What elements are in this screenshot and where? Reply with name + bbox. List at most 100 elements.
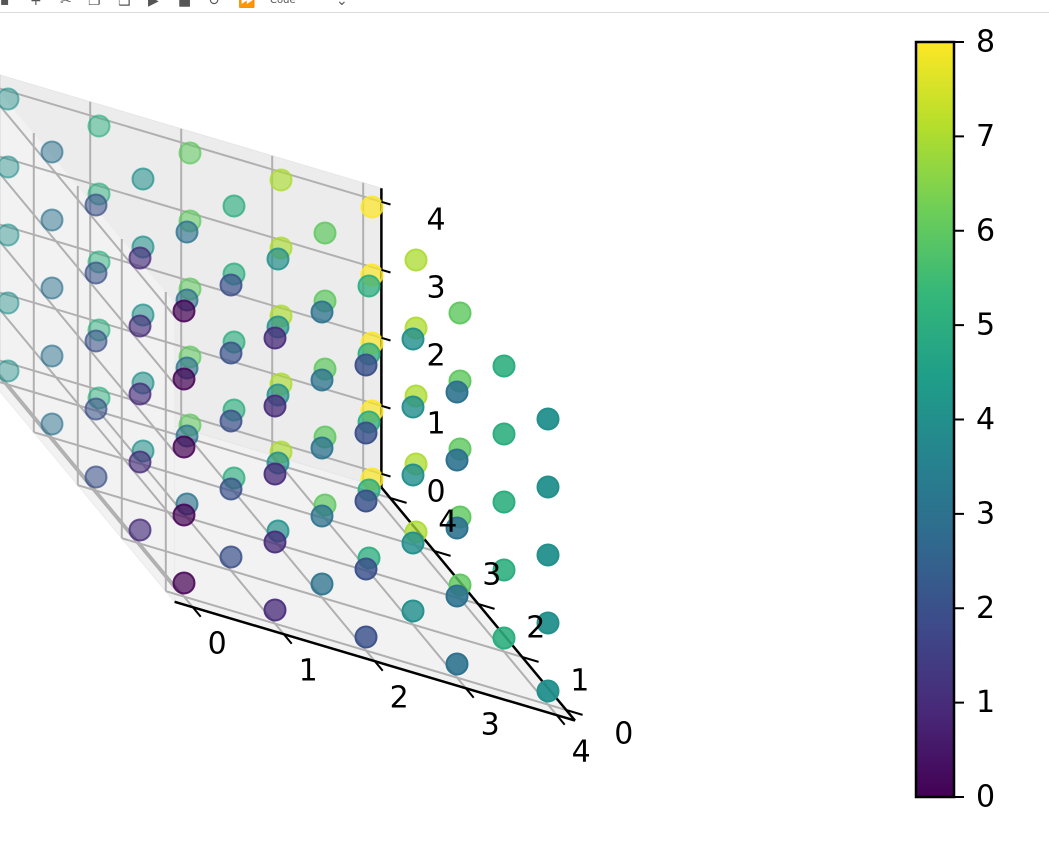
data-point (354, 557, 378, 581)
data-point (84, 329, 108, 353)
colorbar-tick-label: 0 (976, 780, 995, 815)
data-point (219, 477, 243, 501)
data-point (445, 652, 469, 676)
data-point (445, 584, 469, 608)
data-point (354, 489, 378, 513)
fast-forward-icon[interactable]: ⏩ (238, 0, 256, 9)
data-point (219, 273, 243, 297)
colorbar-tick-label: 4 (976, 402, 995, 437)
save-icon[interactable]: ▪ (0, 0, 10, 9)
z-tick-label: 3 (426, 271, 445, 306)
back-grid-z (0, 155, 382, 271)
data-point (401, 531, 425, 555)
data-point (172, 503, 196, 527)
data-point (222, 194, 246, 218)
y-tick-label: 3 (482, 558, 501, 593)
x-tick (283, 633, 293, 645)
run-icon[interactable]: ▶ (148, 0, 159, 9)
x-axis-line (174, 600, 576, 722)
data-point (128, 450, 152, 474)
notebook-toolbar: ▪ + ✂ ❐ ❑ ▶ ■ ↻ ⏩ Code ⌄ (0, 0, 1049, 13)
copy-icon[interactable]: ❐ (88, 0, 101, 9)
side-grid-z (0, 240, 176, 453)
chevron-down-icon[interactable]: ⌄ (336, 0, 348, 9)
data-point (310, 300, 334, 324)
data-point (357, 274, 381, 298)
data-point (40, 412, 64, 436)
restart-icon[interactable]: ↻ (208, 0, 220, 9)
colorbar: 0 1 2 3 4 5 6 7 8 (914, 25, 995, 815)
x-tick-label: 3 (481, 708, 500, 743)
data-point (84, 193, 108, 217)
data-point (445, 448, 469, 472)
data-point (131, 167, 155, 191)
data-point (219, 545, 243, 569)
data-point (172, 571, 196, 595)
data-point (128, 382, 152, 406)
data-point (178, 141, 202, 165)
data-point (84, 465, 108, 489)
data-point (445, 516, 469, 540)
data-point (269, 168, 293, 192)
data-point (492, 422, 516, 446)
data-point (354, 353, 378, 377)
data-point (536, 475, 560, 499)
data-point (310, 368, 334, 392)
data-point (128, 246, 152, 270)
y-tick (565, 709, 583, 716)
data-point (310, 504, 334, 528)
data-point (536, 543, 560, 567)
data-point (40, 276, 64, 300)
x-tick (465, 687, 475, 699)
y-tick (433, 550, 451, 557)
data-point (175, 220, 199, 244)
data-point (401, 327, 425, 351)
back-grid-z (0, 87, 382, 203)
data-point (401, 395, 425, 419)
data-point (448, 301, 472, 325)
side-grid-z (0, 104, 176, 317)
data-points (0, 87, 560, 703)
data-point (263, 326, 287, 350)
data-point (0, 155, 20, 179)
data-point (84, 261, 108, 285)
data-point (401, 463, 425, 487)
stop-icon[interactable]: ■ (178, 0, 192, 9)
y-tick (521, 656, 539, 663)
data-point (263, 598, 287, 622)
x-tick-label: 1 (299, 654, 318, 689)
data-point (536, 407, 560, 431)
data-point (401, 599, 425, 623)
colorbar-tick-label: 8 (976, 25, 995, 60)
data-point (128, 314, 152, 338)
z-tick (381, 336, 391, 342)
data-point (84, 397, 108, 421)
paste-icon[interactable]: ❑ (118, 0, 131, 9)
data-point (536, 679, 560, 703)
colorbar-tick-label: 5 (976, 308, 995, 343)
data-point (360, 195, 384, 219)
data-point (492, 558, 516, 582)
data-point (492, 490, 516, 514)
add-icon[interactable]: + (30, 0, 42, 9)
cut-icon[interactable]: ✂ (60, 0, 72, 9)
data-point (445, 380, 469, 404)
y-tick-label: 0 (614, 717, 633, 752)
data-point (87, 114, 111, 138)
data-point (0, 291, 20, 315)
x-tick-label: 0 (208, 627, 227, 662)
y-tick-label: 4 (438, 505, 457, 540)
colorbar-tick-label: 1 (976, 685, 995, 720)
data-point (354, 625, 378, 649)
data-point (310, 436, 334, 460)
data-point (40, 344, 64, 368)
cell-type-select[interactable]: Code (270, 0, 296, 6)
data-point (219, 341, 243, 365)
x-tick (192, 606, 202, 618)
data-point (310, 572, 334, 596)
colorbar-tick-label: 6 (976, 213, 995, 248)
y-tick (389, 497, 407, 504)
data-point (263, 462, 287, 486)
z-tick (381, 268, 391, 274)
